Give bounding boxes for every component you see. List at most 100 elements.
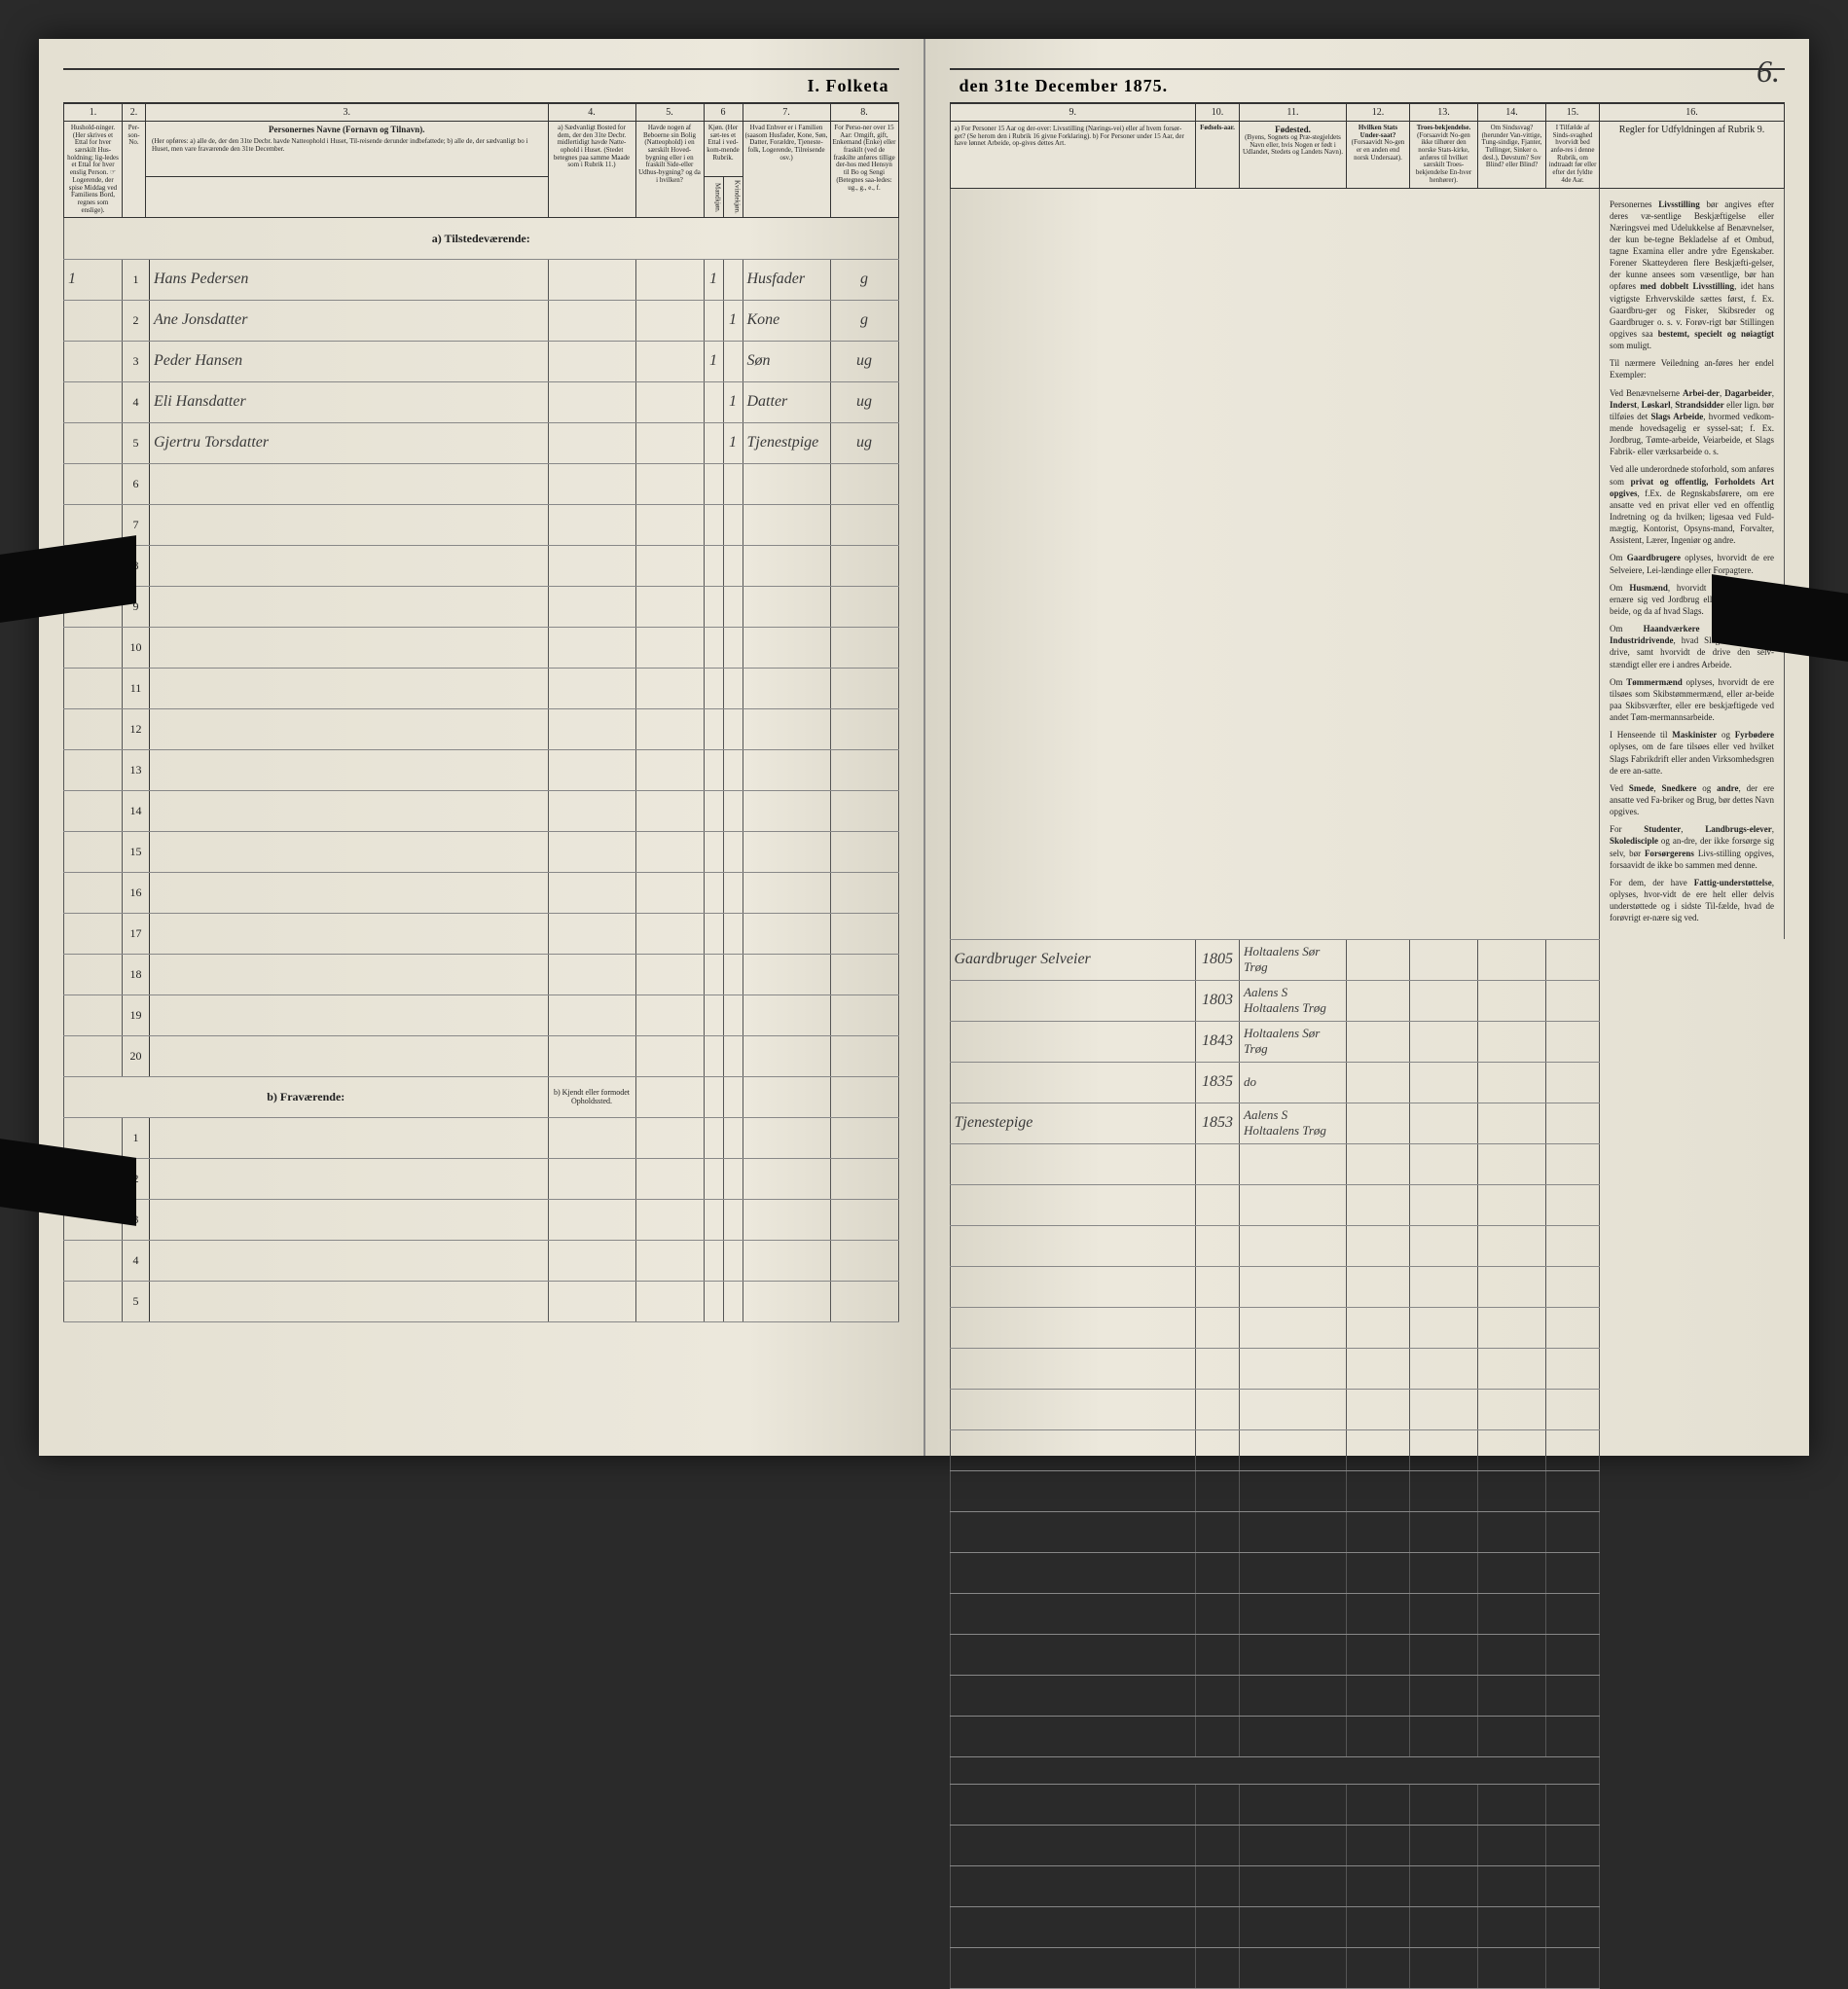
cell-rownum: 20 xyxy=(123,1035,150,1076)
cell-birthyear: 1803 xyxy=(1196,980,1240,1021)
entry-row: Tjenestepige 1853 Aalens S Holtaalens Tr… xyxy=(950,1103,1785,1143)
blank-row xyxy=(950,1865,1785,1906)
cell-male: 1 xyxy=(704,259,723,300)
header-c3-title: Personernes Navne (Fornavn og Tilnavn). xyxy=(148,125,546,134)
cell-rownum: 14 xyxy=(123,790,150,831)
cell-birthplace: do xyxy=(1240,1062,1347,1103)
blank-row: 8 xyxy=(64,545,899,586)
instr-p11: For Studenter, Landbrugs-elever, Skoledi… xyxy=(1610,823,1774,871)
cell-person-no: 4 xyxy=(123,381,150,422)
cell-c14 xyxy=(1478,1103,1546,1143)
right-header-table: 9. 10. 11. 12. 13. 14. 15. 16. a) For Pe… xyxy=(950,103,1786,189)
colnum-5: 5. xyxy=(635,104,704,122)
cell-family: Tjenestpige xyxy=(743,422,830,463)
cell-birthyear: 1853 xyxy=(1196,1103,1240,1143)
cell-birthyear: 1835 xyxy=(1196,1062,1240,1103)
cell-rownum: 6 xyxy=(123,463,150,504)
blank-row: 10 xyxy=(64,627,899,668)
header-c3: Personernes Navne (Fornavn og Tilnavn). … xyxy=(146,122,549,177)
cell-female: 1 xyxy=(723,300,743,341)
cell-c5 xyxy=(635,259,704,300)
header-c15: I Tilfælde af Sinds-svaghed hvorvidt bed… xyxy=(1546,122,1600,189)
cell-occupation: Gaardbruger Selveier xyxy=(950,939,1196,980)
blank-row xyxy=(950,1307,1785,1348)
entry-row: 1835 do xyxy=(950,1062,1785,1103)
entry-row: 3 Peder Hansen 1 Søn ug xyxy=(64,341,899,381)
cell-rownum: 11 xyxy=(123,668,150,708)
blank-row: 19 xyxy=(64,994,899,1035)
header-c2: Per-son-No. xyxy=(123,122,146,218)
colnum-4: 4. xyxy=(548,104,635,122)
cell-birthplace: Aalens S Holtaalens Trøg xyxy=(1240,980,1347,1021)
instr-p2: Til nærmere Veiledning an-føres her ende… xyxy=(1610,357,1774,380)
entry-row: 2 Ane Jonsdatter 1 Kone g xyxy=(64,300,899,341)
cell-rownum: 4 xyxy=(123,1240,150,1281)
left-data-table: a) Tilstedeværende: 1 1 Hans Pedersen 1 … xyxy=(63,218,899,1322)
cell-c14 xyxy=(1478,1062,1546,1103)
cell-occupation xyxy=(950,980,1196,1021)
left-header-table: 1. 2. 3. 4. 5. 6 7. 8. Hushold-ninger. (… xyxy=(63,103,899,218)
header-c8: For Perso-ner over 15 Aar: Omgift, gift,… xyxy=(830,122,898,218)
cell-c4 xyxy=(548,259,635,300)
blank-row: 14 xyxy=(64,790,899,831)
cell-female: 1 xyxy=(723,381,743,422)
cell-c14 xyxy=(1478,980,1546,1021)
cell-rownum: 19 xyxy=(123,994,150,1035)
cell-marital: g xyxy=(830,259,898,300)
cell-c4 xyxy=(548,300,635,341)
cell-name: Eli Hansdatter xyxy=(150,381,549,422)
instr-p10: Ved Smede, Snedkere og andre, der ere an… xyxy=(1610,782,1774,817)
blank-row: 12 xyxy=(64,708,899,749)
cell-person-no: 3 xyxy=(123,341,150,381)
cell-female xyxy=(723,341,743,381)
colnum-3: 3. xyxy=(146,104,549,122)
header-c16: Regler for Udfyldningen af Rubrik 9. xyxy=(1600,122,1785,189)
blank-row xyxy=(950,1784,1785,1825)
blank-row xyxy=(950,1143,1785,1184)
cell-marital: g xyxy=(830,300,898,341)
colnum-8: 8. xyxy=(830,104,898,122)
cell-c5 xyxy=(635,341,704,381)
cell-rownum: 15 xyxy=(123,831,150,872)
header-c5: Havde nogen af Beboerne sin Bolig (Natte… xyxy=(635,122,704,218)
cell-family: Søn xyxy=(743,341,830,381)
cell-marital: ug xyxy=(830,381,898,422)
cell-c13 xyxy=(1410,1062,1478,1103)
blank-row xyxy=(950,1225,1785,1266)
cell-birthplace: Aalens S Holtaalens Trøg xyxy=(1240,1103,1347,1143)
cell-birthplace: Holtaalens Sør Trøg xyxy=(1240,1021,1347,1062)
cell-marital: ug xyxy=(830,422,898,463)
blank-row: 5 xyxy=(64,1281,899,1321)
instr-p12: For dem, der have Fattig-understøttelse,… xyxy=(1610,877,1774,924)
blank-row xyxy=(950,1470,1785,1511)
header-c12: Hvilken Stats Under-saat? (Forsaavidt No… xyxy=(1347,122,1410,189)
header-c3-sub: (Her opføres: a) alle de, der den 31te D… xyxy=(148,134,546,157)
instr-p8: Om Tømmermænd oplyses, hvorvidt de ere t… xyxy=(1610,676,1774,724)
blank-row xyxy=(950,1348,1785,1389)
cell-c15 xyxy=(1546,1062,1600,1103)
cell-marital: ug xyxy=(830,341,898,381)
blank-row: 18 xyxy=(64,954,899,994)
blank-row xyxy=(950,1389,1785,1429)
blank-row xyxy=(950,1266,1785,1307)
cell-rownum: 5 xyxy=(123,1281,150,1321)
cell-c15 xyxy=(1546,1103,1600,1143)
section-b-label: b) Fraværende: xyxy=(64,1076,549,1117)
blank-row xyxy=(950,1593,1785,1634)
colnum-9: 9. xyxy=(950,104,1196,122)
blank-row: 1 xyxy=(64,1117,899,1158)
cell-household xyxy=(64,300,123,341)
header-c11-sub: (Byens, Sognets og Præ-stegjeldets Navn … xyxy=(1242,134,1344,157)
colnum-12: 12. xyxy=(1347,104,1410,122)
cell-male xyxy=(704,300,723,341)
colnum-7: 7. xyxy=(743,104,830,122)
cell-c14 xyxy=(1478,1021,1546,1062)
cell-male xyxy=(704,381,723,422)
cell-household xyxy=(64,341,123,381)
blank-row: 20 xyxy=(64,1035,899,1076)
cell-person-no: 5 xyxy=(123,422,150,463)
header-c1: Hushold-ninger. (Her skrives et Ettal fo… xyxy=(64,122,123,218)
blank-row xyxy=(950,1906,1785,1947)
cell-rownum: 10 xyxy=(123,627,150,668)
colnum-15: 15. xyxy=(1546,104,1600,122)
